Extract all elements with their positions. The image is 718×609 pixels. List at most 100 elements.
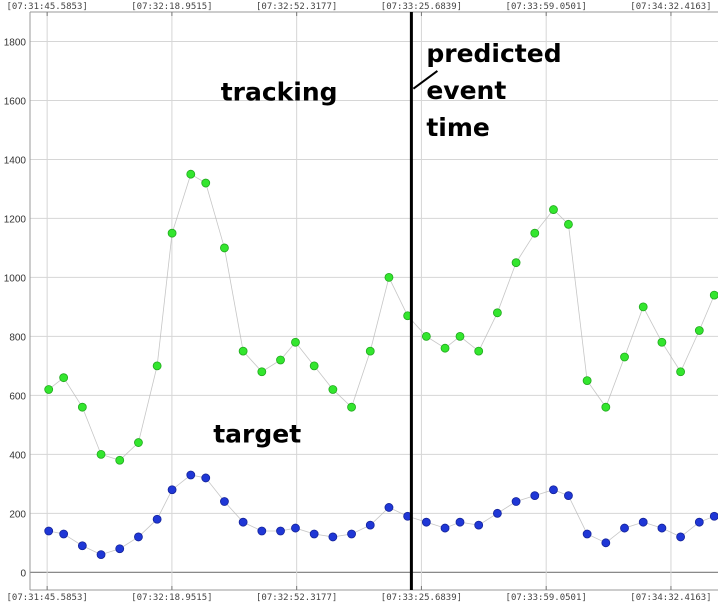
y-tick-label: 1800 (4, 37, 27, 48)
data-point-target (257, 526, 267, 536)
x-tick-label-top: [07:33:25.6839] (381, 2, 462, 12)
data-point-tracking (582, 376, 592, 386)
data-point-tracking (384, 273, 394, 282)
x-tick-label-bottom: [07:33:25.6839] (381, 593, 462, 603)
data-point-target (492, 508, 502, 518)
data-point-target (220, 497, 229, 506)
data-point-target (186, 470, 196, 480)
data-point-target (582, 529, 592, 539)
data-point-target (328, 532, 338, 542)
data-point-tracking (96, 449, 106, 459)
annotation-predicted: predicted (426, 39, 561, 68)
data-point-tracking (709, 290, 718, 300)
data-point-target (77, 541, 87, 551)
data-point-tracking (511, 258, 521, 268)
tick-labels: 0 200 400 600 800 1000 1200 1400 1600 1800 [07:31:… (4, 2, 712, 603)
annotation-layer: tracking target predicted event time (213, 39, 561, 448)
data-point-target (455, 517, 465, 527)
data-point-target (657, 523, 667, 533)
data-point-tracking (421, 331, 431, 341)
data-point-tracking (676, 367, 686, 377)
series-target (44, 470, 718, 560)
annotation-target: target (213, 420, 301, 449)
x-tick-label-bottom: [07:32:18.9515] (131, 593, 212, 603)
data-point-tracking (276, 355, 285, 365)
x-tick-label-top: [07:32:18.9515] (131, 2, 212, 12)
x-tick-label-top: [07:31:45.5853] (7, 2, 88, 12)
y-tick-label: 1000 (4, 273, 27, 284)
data-point-target (384, 503, 394, 512)
data-point-tracking (601, 402, 611, 412)
data-point-target (601, 538, 611, 548)
data-point-tracking (440, 343, 450, 353)
data-point-tracking (115, 455, 125, 465)
data-point-target (96, 550, 106, 560)
data-point-tracking (291, 337, 300, 347)
data-point-tracking (201, 178, 211, 188)
data-point-tracking (492, 308, 502, 318)
data-point-tracking (694, 326, 704, 335)
data-point-target (638, 517, 648, 527)
data-point-target (564, 491, 573, 501)
data-point-target (676, 532, 686, 542)
event-marker-pointer (412, 70, 438, 90)
y-tick-label: 1600 (4, 96, 27, 107)
data-point-target (291, 523, 300, 533)
x-tick-label-top: [07:34:32.4163] (630, 2, 711, 12)
data-point-target (276, 526, 285, 536)
data-point-target (44, 526, 54, 536)
data-point-tracking (152, 361, 162, 371)
y-tick-label: 1400 (4, 155, 27, 166)
data-point-tracking (549, 205, 558, 214)
y-tick-label: 200 (9, 509, 26, 520)
y-tick-label: 400 (9, 450, 26, 461)
series-line-tracking (48, 173, 715, 461)
data-point-target (152, 514, 162, 524)
x-tick-label-top: [07:32:52.3177] (256, 2, 337, 12)
annotation-event: event (426, 76, 506, 105)
x-tick-label-bottom: [07:33:59.0501] (506, 593, 587, 603)
data-point-target (238, 517, 248, 527)
data-point-target (709, 511, 718, 521)
data-point-target (59, 529, 69, 539)
data-point-target (347, 529, 356, 539)
data-point-target (309, 529, 319, 539)
y-tick-label: 0 (20, 568, 26, 579)
data-point-tracking (657, 337, 667, 347)
annotation-tracking: tracking (221, 77, 338, 106)
data-point-tracking (347, 402, 356, 412)
data-point-tracking (620, 352, 629, 362)
series-tracking (44, 169, 718, 465)
data-point-tracking (328, 385, 338, 394)
data-point-target (421, 517, 431, 527)
annotation-time: time (426, 113, 490, 142)
data-point-tracking (134, 438, 143, 447)
data-point-tracking (220, 243, 229, 253)
event-marker-layer (409, 12, 438, 590)
data-point-tracking (186, 169, 196, 179)
data-point-target (167, 485, 177, 495)
y-tick-label: 1200 (4, 214, 27, 225)
data-point-target (549, 485, 558, 495)
data-point-target (474, 520, 484, 530)
data-point-target (694, 517, 704, 527)
data-point-tracking (365, 346, 375, 356)
data-point-tracking (638, 302, 648, 312)
x-tick-label-top: [07:33:59.0501] (506, 2, 587, 12)
data-point-target (530, 491, 540, 501)
data-point-tracking (530, 228, 540, 238)
data-point-tracking (238, 346, 248, 356)
data-point-tracking (59, 373, 69, 383)
data-point-target (620, 523, 629, 533)
y-tick-label: 800 (9, 332, 26, 343)
x-tick-label-bottom: [07:32:52.3177] (256, 593, 337, 603)
data-point-tracking (474, 346, 484, 356)
data-point-tracking (167, 228, 177, 238)
series-layer (44, 169, 718, 560)
data-point-tracking (564, 219, 573, 229)
data-point-target (134, 532, 143, 542)
data-point-target (115, 544, 125, 554)
data-point-target (365, 520, 375, 530)
data-point-tracking (77, 402, 87, 412)
